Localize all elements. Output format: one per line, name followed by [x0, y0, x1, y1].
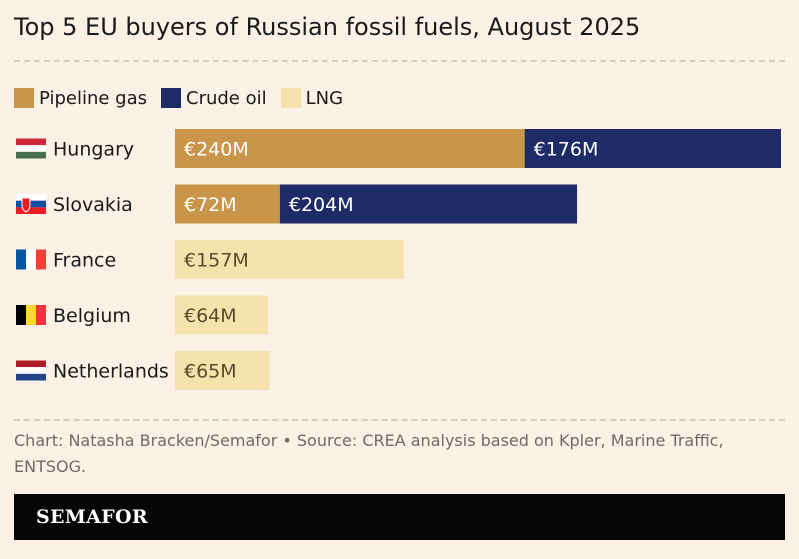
category-label-netherlands: Netherlands	[53, 361, 169, 383]
bar-hungary-pipeline-gas	[175, 129, 525, 168]
slovakia-flag-icon	[16, 194, 46, 214]
legend-label-crude-oil: Crude oil	[186, 87, 267, 109]
title-divider	[14, 60, 785, 62]
source-divider	[14, 419, 785, 421]
legend-label-pipeline-gas: Pipeline gas	[39, 87, 147, 109]
chart-legend: Pipeline gas Crude oil LNG	[14, 86, 357, 110]
category-label-slovakia: Slovakia	[53, 194, 133, 216]
legend-item-lng: LNG	[280, 87, 344, 109]
hungary-flag-icon	[16, 138, 46, 159]
belgium-flag-icon	[16, 305, 46, 325]
bar-belgium-lng	[175, 295, 269, 335]
source-note: Chart: Natasha Bracken/Semafor • Source:…	[14, 431, 724, 476]
data-label-slovakia-pipeline-gas: €72M	[184, 194, 237, 216]
legend-swatch-lng	[280, 88, 301, 108]
category-label-france: France	[53, 250, 116, 272]
category-label-belgium: Belgium	[53, 305, 131, 327]
bar-netherlands-lng	[175, 351, 270, 390]
data-label-slovakia-crude-oil: €204M	[289, 194, 354, 216]
bar-hungary-crude-oil	[524, 129, 781, 168]
legend-swatch-crude-oil	[161, 88, 181, 108]
legend-item-pipeline-gas: Pipeline gas	[14, 88, 147, 109]
netherlands-flag-icon	[16, 360, 46, 381]
category-label-hungary: Hungary	[53, 139, 134, 161]
data-label-belgium-lng: €64M	[184, 305, 237, 327]
legend-item-crude-oil: Crude oil	[161, 88, 267, 109]
data-label-hungary-pipeline-gas: €240M	[184, 139, 249, 161]
bar-slovakia-pipeline-gas	[175, 184, 280, 224]
data-label-hungary-crude-oil: €176M	[534, 139, 599, 161]
chart-title: Top 5 EU buyers of Russian fossil fuels,…	[14, 13, 641, 41]
france-flag-icon	[16, 249, 46, 270]
bar-slovakia-crude-oil	[279, 184, 578, 224]
data-label-france-lng: €157M	[184, 250, 249, 272]
semafor-logo: SEMAFOR	[36, 506, 148, 528]
legend-label-lng: LNG	[305, 87, 344, 109]
bar-chart: Hungary €240M €176M Slovakia €72M €204M France…	[16, 129, 781, 390]
footer-bar: SEMAFOR	[14, 494, 785, 540]
data-label-netherlands-lng: €65M	[184, 361, 237, 383]
bar-france-lng	[175, 240, 404, 279]
legend-swatch-pipeline-gas	[14, 88, 34, 108]
